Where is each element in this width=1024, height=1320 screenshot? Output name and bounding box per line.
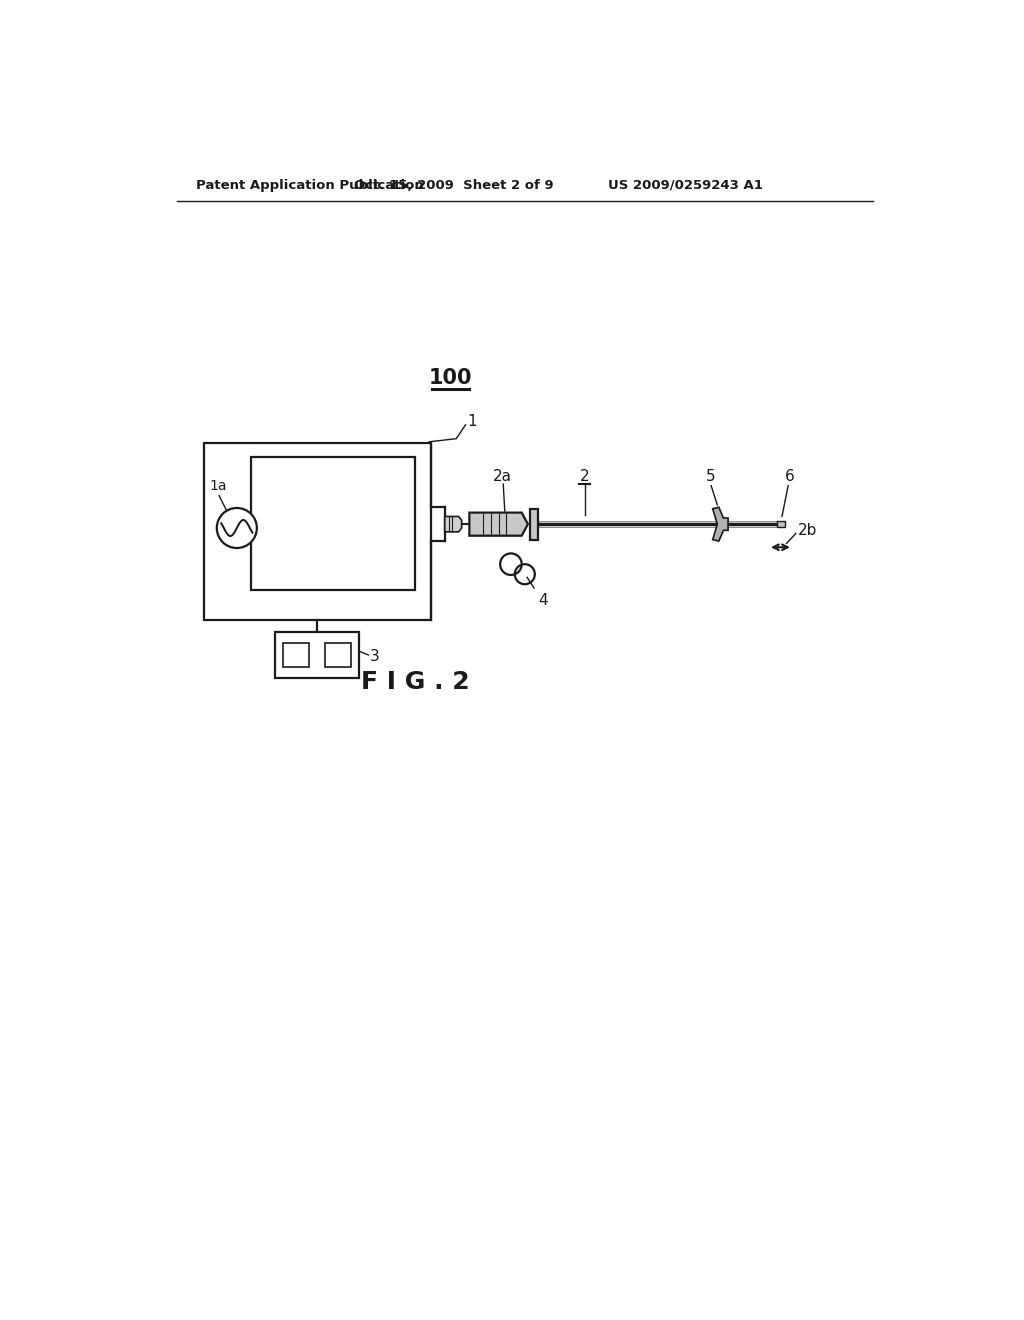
Polygon shape <box>713 507 728 541</box>
Polygon shape <box>469 512 528 536</box>
Bar <box>204 444 431 620</box>
Text: 1: 1 <box>467 414 477 429</box>
Text: 2b: 2b <box>798 523 817 537</box>
Bar <box>252 457 416 590</box>
Bar <box>777 521 785 527</box>
Text: Patent Application Publication: Patent Application Publication <box>196 178 424 191</box>
Polygon shape <box>444 516 462 532</box>
Text: 100: 100 <box>428 368 472 388</box>
Bar <box>274 632 359 678</box>
Text: 2: 2 <box>580 469 590 484</box>
Bar <box>283 643 309 668</box>
Text: 6: 6 <box>784 469 795 484</box>
Text: 2a: 2a <box>493 469 512 484</box>
Text: 1a: 1a <box>210 479 227 492</box>
Text: 5: 5 <box>706 469 715 484</box>
Text: 4: 4 <box>539 593 548 607</box>
Text: F I G . 2: F I G . 2 <box>361 671 470 694</box>
Bar <box>325 643 351 668</box>
Text: 3: 3 <box>370 649 380 664</box>
Text: US 2009/0259243 A1: US 2009/0259243 A1 <box>608 178 763 191</box>
Circle shape <box>217 508 257 548</box>
Text: Oct. 15, 2009  Sheet 2 of 9: Oct. 15, 2009 Sheet 2 of 9 <box>354 178 554 191</box>
Bar <box>530 508 538 540</box>
